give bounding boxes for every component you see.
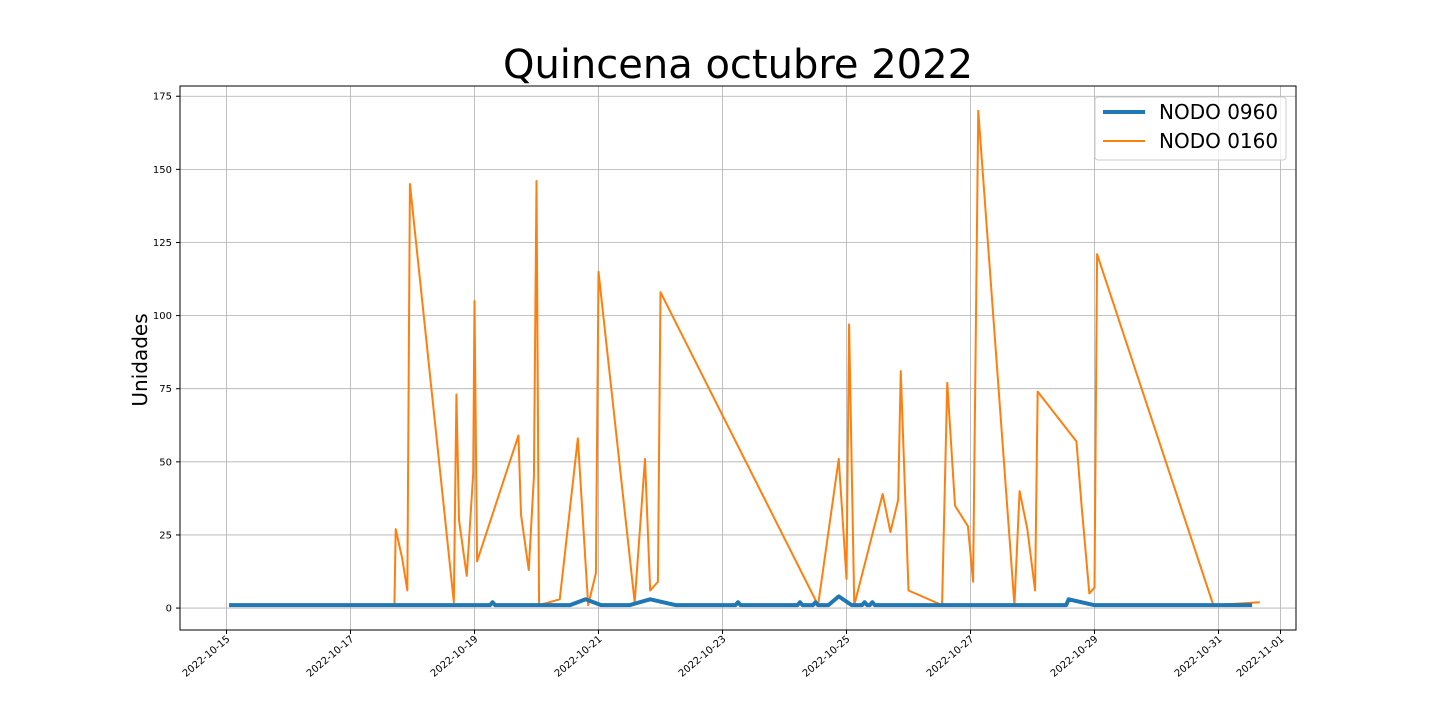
y-tick-label: 25 (159, 530, 172, 541)
legend-label-1: NODO 0160 (1159, 129, 1278, 153)
y-axis-label: Unidades (128, 313, 152, 406)
legend: NODO 0960 NODO 0160 (1094, 96, 1287, 161)
series-line-1 (327, 109, 1260, 607)
y-tick-label: 175 (153, 92, 172, 103)
plot-frame (179, 85, 1297, 631)
series-group (229, 109, 1260, 608)
y-tick-label: 150 (153, 165, 172, 176)
chart-title: Quincena octubre 2022 (503, 42, 973, 88)
legend-label-0: NODO 0960 (1159, 100, 1278, 124)
y-tick-label: 75 (159, 384, 172, 395)
y-tick-label: 50 (159, 457, 172, 468)
series-line-0 (229, 594, 1253, 608)
y-axis: 0 25 50 75 100 125 150 175 (153, 92, 180, 615)
y-tick-label: 100 (153, 311, 172, 322)
y-tick-label: 0 (166, 604, 172, 615)
grid (180, 86, 1296, 630)
y-tick-label: 125 (153, 238, 172, 249)
